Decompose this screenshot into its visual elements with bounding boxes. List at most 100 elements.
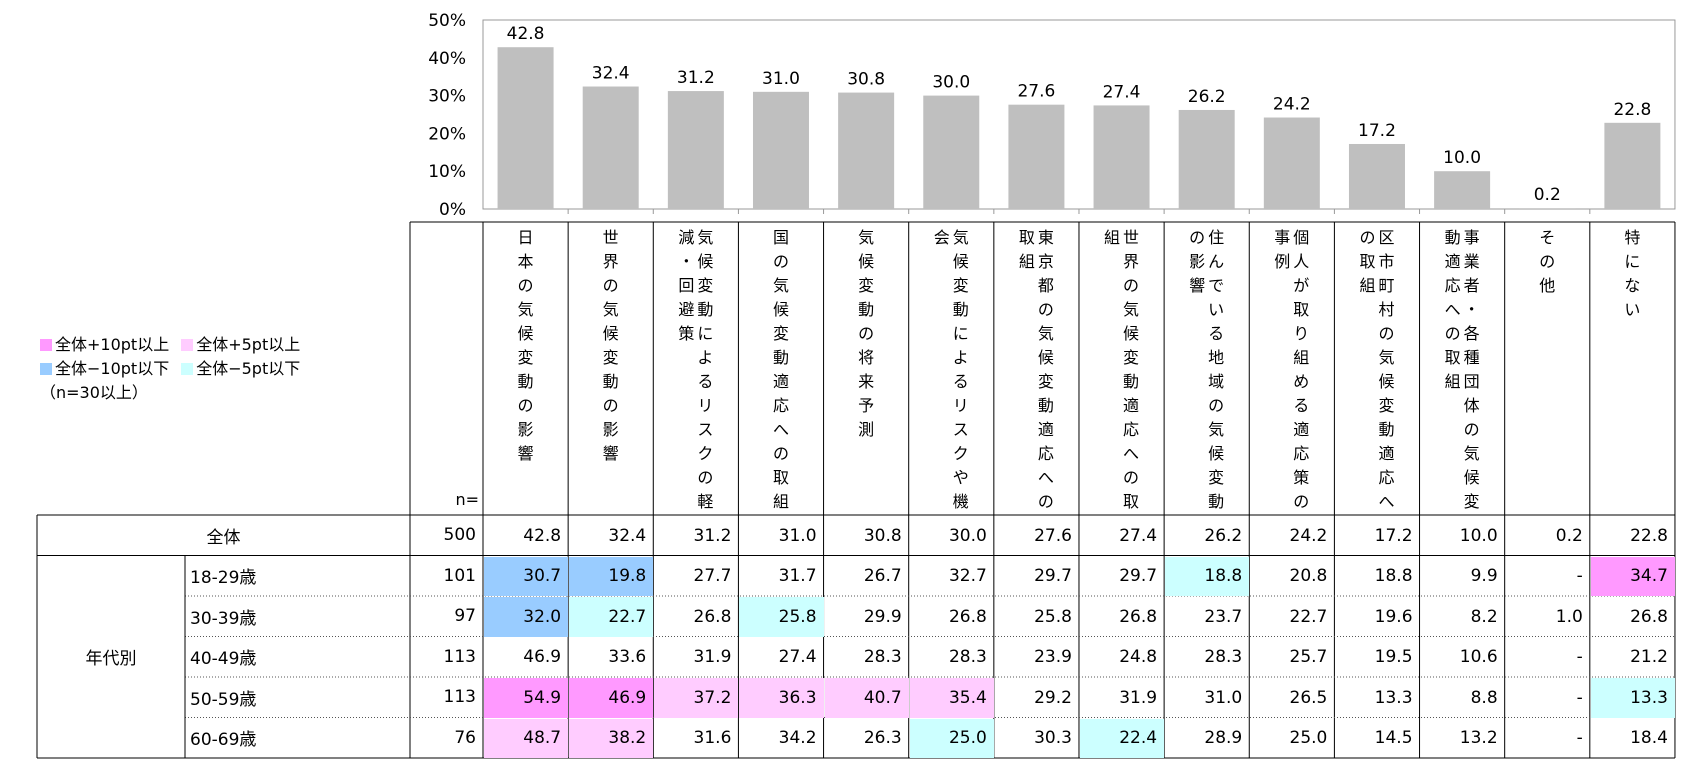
legend-item-plus10: 全体+10pt以上	[40, 333, 169, 357]
header-char: に	[697, 324, 714, 343]
table-cell: 0.2	[1555, 525, 1583, 546]
header-char: の	[772, 252, 789, 271]
header-char: 変	[1123, 348, 1140, 367]
header-char: の	[1208, 396, 1225, 415]
header-char: 変	[517, 348, 534, 367]
row-label-age: 18-29歳	[190, 568, 257, 589]
header-char: 変	[1378, 396, 1395, 415]
header-char: 気	[772, 276, 789, 295]
header-char: 回	[678, 276, 695, 295]
table-cell: 36.3	[739, 678, 824, 718]
table-cell: 27.7	[693, 566, 732, 587]
header-char: へ	[1378, 492, 1395, 511]
column-header-line: 個人が取り組める適応策の	[1292, 226, 1311, 515]
column-header-line: 世界の気候変動適応への取	[1122, 226, 1141, 515]
table-cell: 31.0	[1204, 687, 1243, 708]
table-cell: 22.8	[1630, 525, 1668, 546]
header-char: 住	[1208, 228, 1225, 247]
column-header: 気候変動によるリスクや機会	[909, 222, 994, 515]
header-char: 候	[697, 252, 714, 271]
header-char: に	[952, 324, 969, 343]
header-char: 人	[1293, 252, 1310, 271]
table-cell: 46.9	[523, 647, 562, 668]
row-label-age: 40-49歳	[190, 649, 257, 670]
bar	[1434, 171, 1491, 209]
header-char: 都	[1037, 276, 1054, 295]
header-char: 地	[1208, 348, 1225, 367]
table-cell: 20.8	[1289, 566, 1328, 587]
header-char: ク	[697, 444, 714, 463]
table-cell: 14.5	[1374, 728, 1413, 749]
data-label: 26.2	[1188, 87, 1226, 107]
header-char: 市	[1378, 252, 1395, 271]
data-label: 31.2	[677, 68, 715, 88]
bars: 42.8 32.4 31.2 31.0 30.8 30.0 27.6 27.4 26.2 24.2…	[497, 24, 1661, 209]
data-label: 31.0	[762, 69, 800, 89]
header-char: 取	[1018, 228, 1035, 247]
header-char: 取	[772, 468, 789, 487]
table-cell: 22.4	[1079, 718, 1165, 758]
column-header-line: 気候変動の将来予測	[857, 226, 876, 515]
column-header: 事業者・各種団体の気候変動適応への取組	[1420, 222, 1505, 515]
plot-frame	[482, 19, 1676, 210]
header-char: の	[1378, 324, 1395, 343]
n-header: n=	[455, 489, 479, 509]
header-char: 適	[772, 372, 789, 391]
header-char: 変	[1463, 492, 1480, 511]
header-char: 変	[697, 276, 714, 295]
header-char: の	[602, 276, 619, 295]
table-cell: 48.7	[484, 718, 569, 758]
column-header: 気候変動によるリスクの軽減・回避策	[653, 222, 738, 515]
table-cell: -	[1576, 728, 1583, 749]
table-cell: 32.0	[484, 597, 569, 637]
header-char: 減	[678, 228, 695, 247]
data-label: 30.0	[932, 73, 970, 93]
table-cell: -	[1576, 566, 1583, 587]
table-cell: 35.4	[909, 678, 994, 718]
bar	[667, 91, 724, 209]
header-char: の	[1293, 492, 1310, 511]
header-char: へ	[1123, 444, 1140, 463]
header-char: 響	[517, 444, 534, 463]
header-char: 候	[1037, 348, 1054, 367]
legend-item-plus5: 全体+5pt以上	[181, 333, 300, 357]
header-char: る	[697, 372, 714, 391]
header-char: の	[1123, 468, 1140, 487]
table-cell: 25.0	[909, 718, 994, 758]
bar	[1008, 104, 1065, 209]
header-char: そ	[1539, 228, 1556, 247]
header-char: へ	[1037, 468, 1054, 487]
header-char: 変	[602, 348, 619, 367]
table-cell: 28.9	[1204, 728, 1243, 749]
header-char: で	[1208, 276, 1225, 295]
table-cell: 28.3	[1204, 647, 1243, 668]
legend-item-minus5: 全体−5pt以下	[181, 357, 300, 381]
column-header-line: 組	[1103, 226, 1122, 515]
chart-frame	[482, 19, 1676, 214]
column-header-line: 事業者・各種団体の気候変	[1462, 226, 1481, 515]
header-char: 変	[1037, 372, 1054, 391]
header-char: 特	[1624, 228, 1641, 247]
bar	[838, 92, 895, 209]
header-char: り	[1293, 324, 1310, 343]
header-char: の	[1463, 420, 1480, 439]
bar	[1604, 122, 1661, 209]
header-char: 影	[1189, 252, 1206, 271]
header-char: 取	[1293, 300, 1310, 319]
column-header: 個人が取り組める適応策の事例	[1249, 222, 1334, 515]
header-char: 動	[1208, 492, 1225, 511]
header-char: 変	[952, 276, 969, 295]
header-char: 界	[602, 252, 619, 271]
y-tick-label: 0%	[439, 200, 466, 220]
table-cell: 10.6	[1459, 647, 1498, 668]
table-cell: 27.6	[1034, 525, 1072, 546]
bar	[923, 95, 980, 209]
header-char: の	[1189, 228, 1206, 247]
header-char: 個	[1293, 228, 1310, 247]
header-char: 将	[858, 348, 875, 367]
table-cell: 31.6	[693, 728, 732, 749]
header-char: の	[1539, 252, 1556, 271]
header-char: 気	[1463, 444, 1480, 463]
header-char: ・	[1463, 300, 1480, 319]
header-char: 策	[678, 324, 695, 343]
